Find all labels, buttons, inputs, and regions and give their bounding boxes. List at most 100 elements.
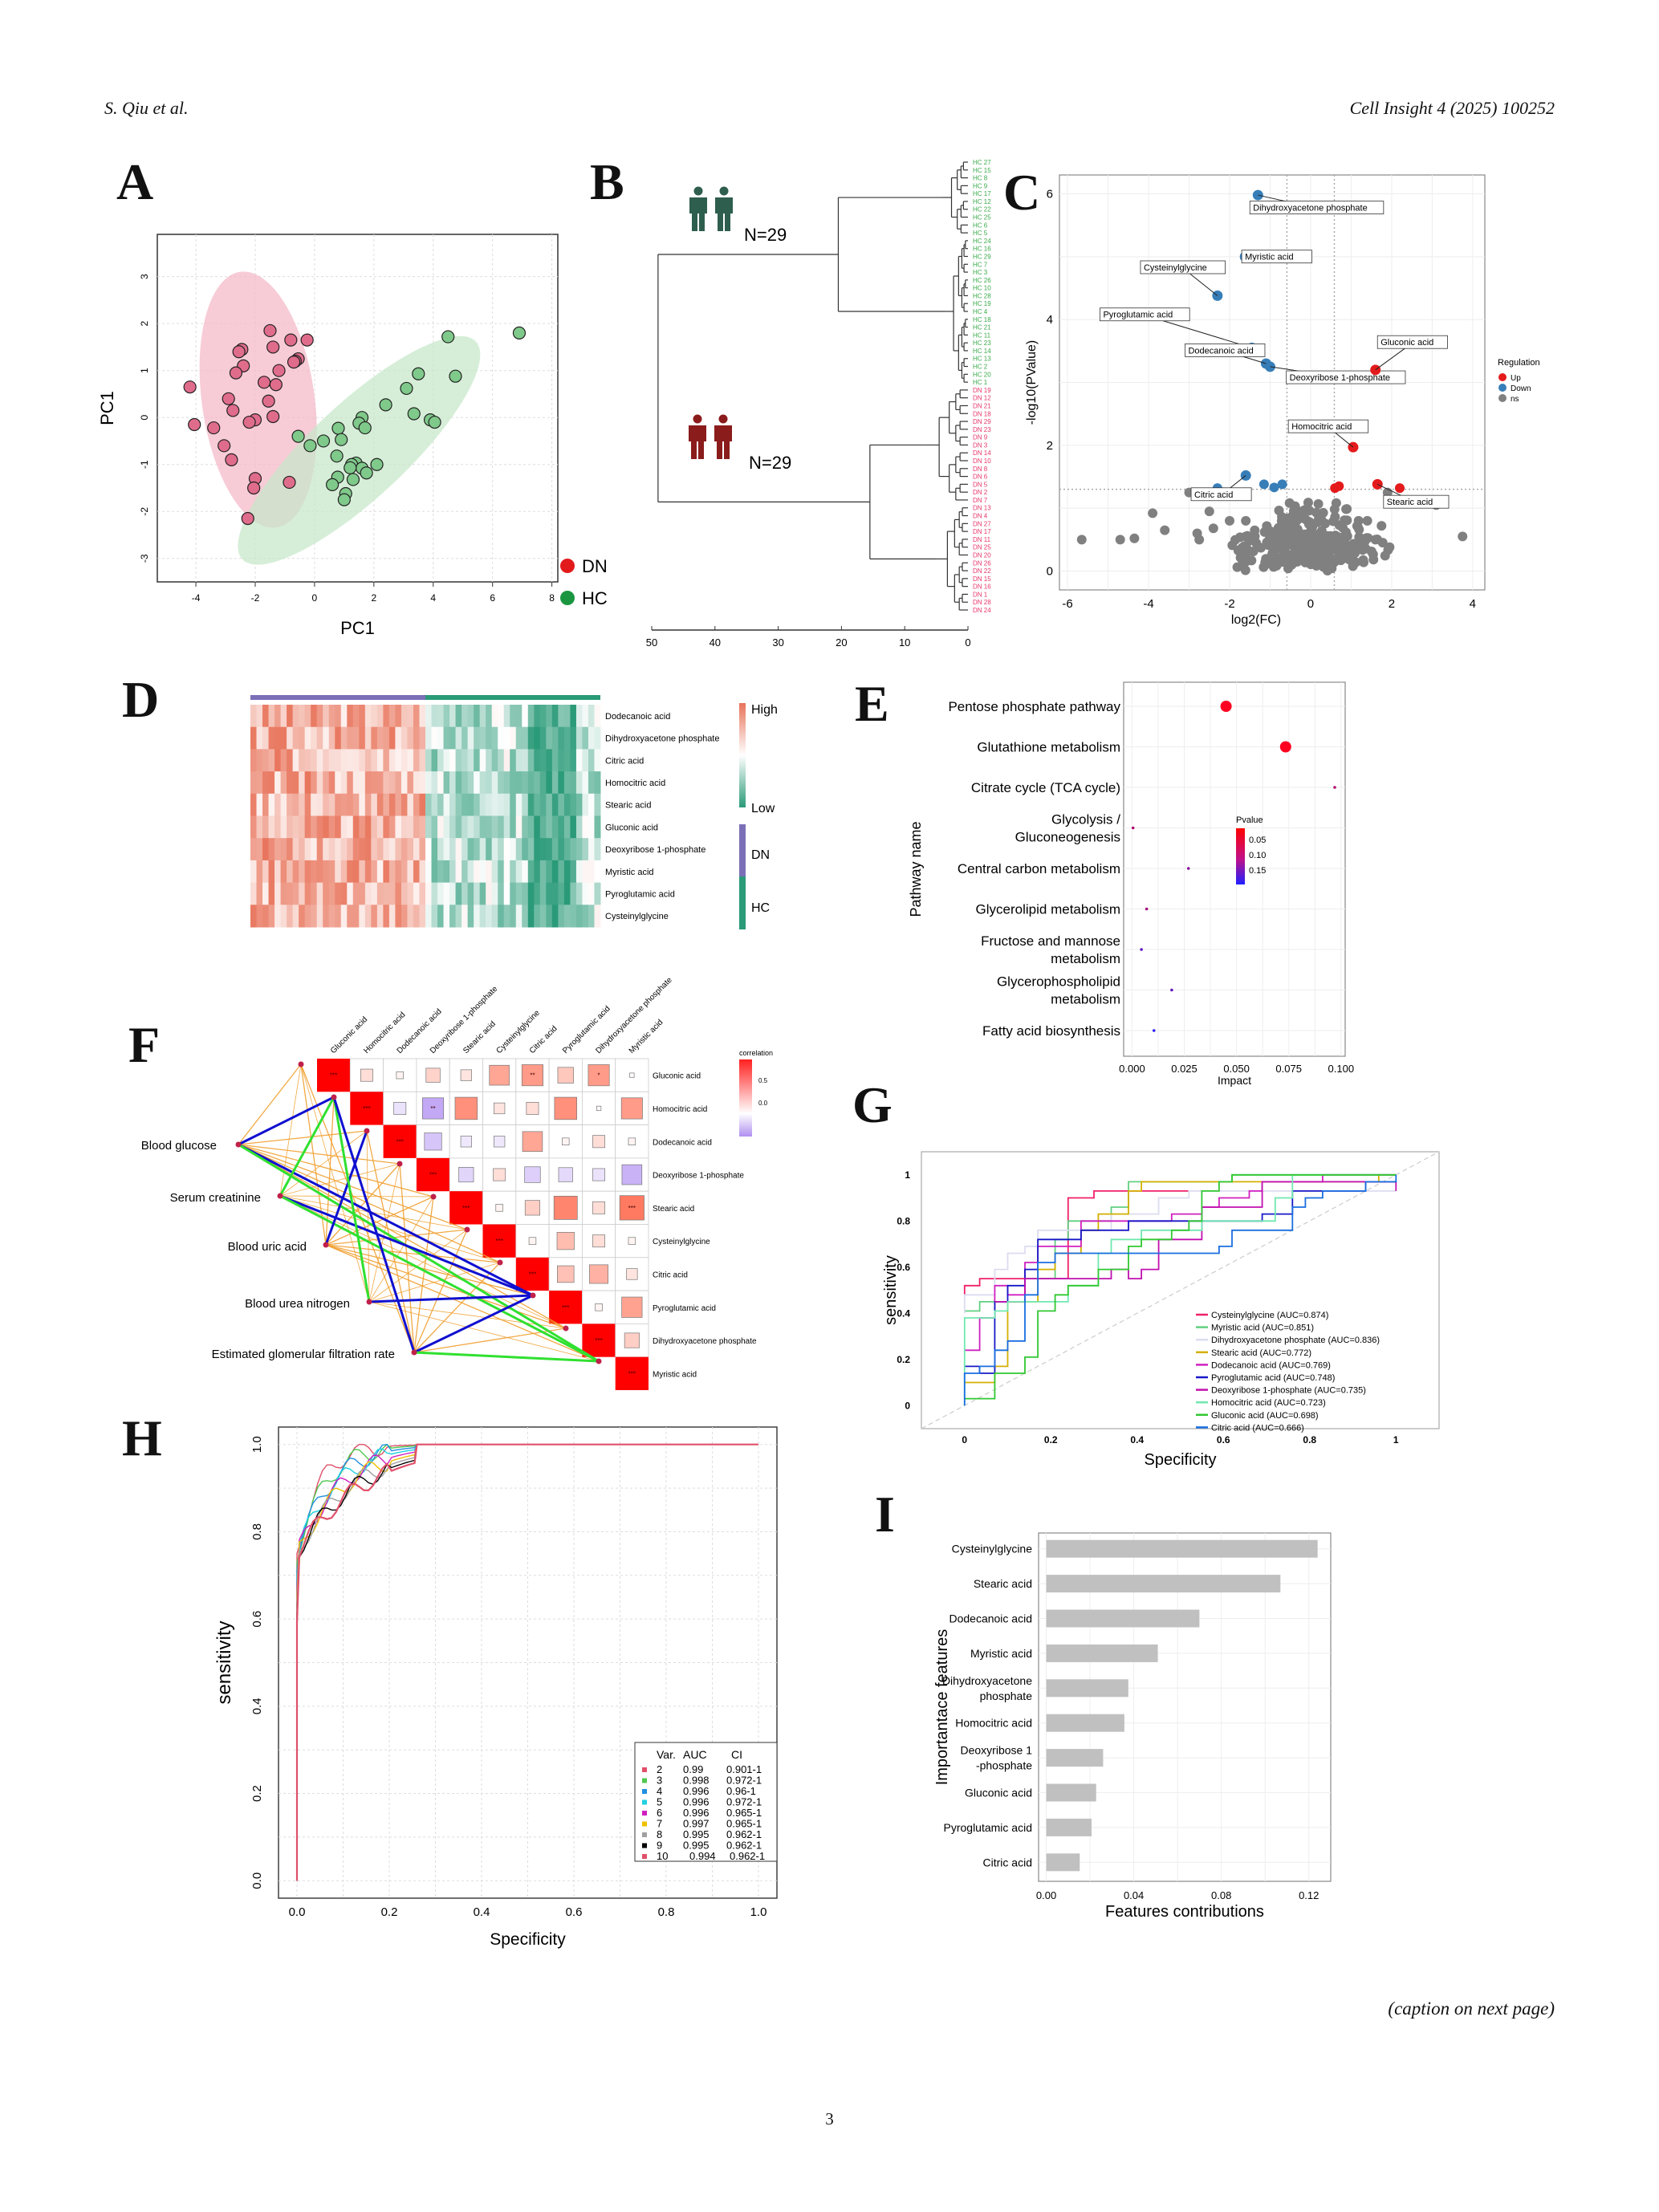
heatmap-cell	[262, 838, 270, 861]
heatmap-cell	[551, 882, 559, 905]
row-label: Myristic acid	[653, 1370, 697, 1379]
panel-label-h: H	[122, 1409, 162, 1466]
leaf-label: HC 5	[973, 230, 988, 237]
x-tick-label: 20	[836, 636, 847, 649]
x-axis-title: log2(FC)	[1231, 613, 1281, 627]
feature-bar	[1046, 1749, 1104, 1767]
heatmap-cell	[323, 860, 330, 884]
x-tick-label: 4	[430, 592, 436, 604]
heatmap-cell	[274, 793, 282, 816]
heatmap-cell	[376, 860, 384, 884]
heatmap-cell	[335, 793, 342, 816]
weak-edge	[366, 1130, 415, 1353]
pvalue-colorbar	[1236, 828, 1245, 884]
heatmap-cell	[527, 771, 535, 795]
data-point-dn	[232, 345, 246, 359]
row-label: Cysteinylglycine	[653, 1238, 710, 1246]
running-header-authors: S. Qiu et al.	[104, 98, 189, 118]
metabolite-node	[298, 1061, 304, 1067]
heatmap-cell	[563, 726, 571, 750]
colorbar-title: correlation	[739, 1049, 773, 1057]
heatmap-cell	[311, 860, 318, 884]
metabolite-node	[396, 1161, 403, 1167]
legend-marker-dn	[560, 559, 575, 573]
heatmap-cell	[359, 838, 366, 861]
correlation-square	[624, 1332, 640, 1348]
heatmap-cell	[462, 838, 469, 861]
heatmap-cell	[570, 726, 577, 750]
data-point-hc	[360, 466, 373, 480]
heatmap-cell	[527, 860, 535, 884]
heatmap-cell	[486, 815, 493, 839]
feature-bar	[1046, 1644, 1158, 1662]
heatmap-cell	[347, 838, 354, 861]
heatmap-cell	[515, 905, 523, 928]
leaf-label: DN 27	[973, 520, 991, 527]
heatmap-cell	[407, 793, 414, 816]
clinical-node	[323, 1242, 329, 1248]
y-axis-title: PC1	[97, 391, 117, 425]
heatmap-cell	[467, 882, 474, 905]
heatmap-cell	[551, 905, 559, 928]
correlation-square	[595, 1303, 603, 1311]
ns-point	[1290, 530, 1300, 540]
feature-label: Citric acid	[983, 1856, 1032, 1868]
correlation-square	[494, 1102, 506, 1115]
heatmap-cell	[299, 705, 306, 728]
pathway-label: Fatty acid biosynthesis	[982, 1023, 1120, 1039]
heatmap-cell	[371, 793, 378, 816]
heatmap-cell	[491, 882, 498, 905]
heatmap-cell	[570, 905, 577, 928]
correlation-square	[556, 1232, 575, 1250]
weak-edge	[325, 1244, 501, 1263]
heatmap-cell	[563, 815, 571, 839]
heatmap-cell	[588, 860, 595, 884]
heatmap-cell	[431, 749, 438, 772]
heatmap-cell	[443, 771, 450, 795]
weak-edge	[413, 1196, 434, 1353]
heatmap-cell	[364, 838, 372, 861]
heatmap-cell	[443, 705, 450, 728]
leaf-label: HC 27	[973, 159, 991, 166]
heatmap-cell	[280, 705, 287, 728]
point-label: Myristic acid	[1245, 253, 1294, 262]
leaf-label: DN 6	[973, 474, 988, 481]
heatmap-cell	[347, 882, 354, 905]
correlation-square	[626, 1268, 638, 1280]
heatmap-cell	[594, 705, 601, 728]
correlation-square	[524, 1166, 541, 1183]
heatmap-cell	[455, 705, 462, 728]
leaf-label: HC 22	[973, 206, 991, 213]
ns-point	[1340, 527, 1351, 537]
heatmap-cell	[364, 793, 372, 816]
point-label: Citric acid	[1194, 490, 1233, 500]
heatmap-cell	[582, 749, 589, 772]
heatmap-cell	[347, 705, 354, 728]
ns-point	[1336, 555, 1346, 566]
feature-label: Pyroglutamic acid	[944, 1821, 1033, 1834]
pathway-point	[1186, 867, 1190, 870]
data-point-hc	[303, 439, 317, 453]
row-label: Gluconic acid	[605, 823, 658, 832]
feature-bar	[1046, 1818, 1092, 1836]
heatmap-cell	[250, 749, 258, 772]
label-box	[1241, 250, 1312, 264]
heatmap-cell	[539, 793, 547, 816]
y-tick-label: 0	[905, 1400, 910, 1411]
heatmap-cell	[425, 882, 433, 905]
correlation-square	[558, 1167, 573, 1182]
heatmap-cell	[292, 793, 299, 816]
significance-mark: **	[430, 1105, 435, 1112]
heatmap-cell	[383, 882, 390, 905]
x-tick-label: 0.8	[1303, 1434, 1316, 1446]
correlation-square	[393, 1102, 407, 1115]
heatmap-cell	[534, 882, 541, 905]
heatmap-cell	[527, 793, 535, 816]
x-tick-label: -2	[1224, 597, 1234, 611]
clinical-node	[235, 1141, 242, 1148]
ns-point	[1322, 531, 1332, 541]
heatmap-cell	[359, 860, 366, 884]
correlation-square	[620, 1097, 643, 1120]
strong-edge	[368, 1294, 534, 1303]
heatmap-cell	[437, 705, 445, 728]
